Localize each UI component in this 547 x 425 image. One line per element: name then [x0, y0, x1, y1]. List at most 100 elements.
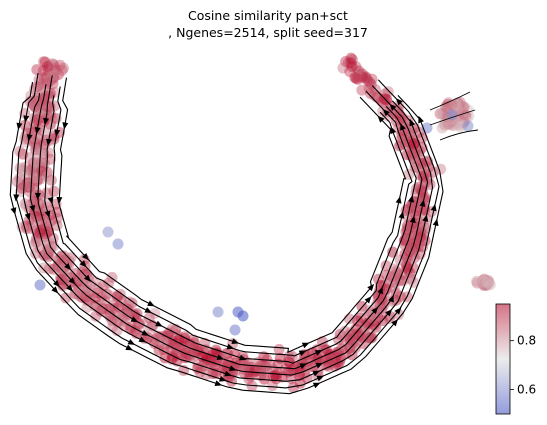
cell-point [353, 65, 365, 77]
cell-point [42, 236, 54, 248]
cell-point [39, 72, 51, 84]
cell-point [420, 168, 432, 180]
cell-point [170, 338, 182, 350]
cell-point [43, 263, 55, 275]
cell-point [246, 380, 258, 392]
cell-point [34, 198, 46, 210]
cell-point [356, 68, 368, 80]
cell-point [239, 360, 251, 372]
streamline [57, 77, 407, 354]
stream-arrow [24, 213, 31, 221]
cell-point [192, 346, 204, 358]
stream-arrow [23, 115, 30, 123]
stream-arrow [216, 354, 225, 361]
cell-point [360, 72, 372, 84]
cell-point [34, 279, 46, 291]
cell-point [255, 365, 267, 377]
cell-point [346, 61, 358, 73]
cell-point [113, 301, 124, 313]
cell-point [34, 104, 46, 115]
cell-point [72, 273, 84, 285]
cell-point [462, 120, 474, 132]
cell-point [344, 66, 356, 77]
cell-point [80, 290, 92, 302]
stream-arrow [226, 343, 235, 350]
cell-point [27, 174, 39, 186]
cell-point [355, 68, 367, 80]
cell-point [359, 320, 371, 332]
cell-point [360, 71, 372, 82]
cell-point [126, 297, 138, 309]
stream-arrow [385, 309, 393, 317]
cell-point [95, 301, 107, 313]
cell-point [51, 261, 63, 272]
cell-point [129, 325, 141, 337]
cell-point [46, 240, 58, 252]
cell-point [273, 343, 285, 355]
cell-point [378, 299, 390, 311]
cell-point [44, 87, 56, 99]
cell-point [267, 380, 278, 392]
cell-point [48, 133, 60, 145]
velocity-streamlines [9, 72, 479, 395]
cell-point [401, 220, 413, 232]
cell-point [82, 288, 94, 300]
cell-point [196, 351, 208, 362]
cell-point [201, 352, 213, 364]
cell-point [20, 179, 32, 191]
cell-point [357, 70, 369, 82]
cell-point [477, 276, 489, 288]
cell-point [364, 77, 376, 88]
cell-point [356, 325, 368, 336]
stream-arrow [47, 196, 54, 205]
cell-point [411, 162, 423, 173]
cell-point [58, 254, 70, 266]
stream-arrow [224, 370, 232, 377]
cell-point [345, 57, 357, 69]
cell-point [396, 132, 408, 144]
colorbar-tick-label: 0.6 [517, 383, 536, 397]
cell-point [111, 292, 123, 303]
cell-point [27, 180, 39, 192]
stream-arrow [377, 115, 385, 123]
stream-arrow [66, 284, 74, 292]
cell-point [161, 334, 173, 346]
cell-point [394, 113, 406, 125]
cell-point [354, 70, 366, 82]
stream-arrow [68, 277, 76, 285]
cell-point [29, 144, 41, 156]
cell-point [212, 306, 224, 318]
cell-point [56, 64, 68, 76]
cell-point [112, 238, 124, 250]
colorbar-tick-label: 0.8 [517, 334, 536, 348]
cell-point [33, 109, 45, 121]
cell-point [388, 263, 400, 275]
stream-arrow [141, 329, 149, 336]
streamline [22, 93, 434, 382]
cell-point [34, 173, 46, 185]
cell-point [22, 179, 34, 191]
cell-point [408, 233, 420, 245]
cell-point [413, 181, 425, 193]
cell-point [101, 288, 113, 300]
cell-point [95, 305, 107, 317]
cell-point [382, 86, 394, 98]
cell-point [196, 361, 208, 373]
cell-point [205, 357, 217, 369]
cell-point [17, 164, 29, 176]
stream-arrow [419, 199, 426, 207]
cell-point [387, 104, 399, 116]
stream-arrow [214, 380, 223, 387]
cell-point [350, 61, 362, 73]
cell-point [92, 282, 104, 294]
cell-point [25, 164, 37, 176]
stream-arrow [155, 320, 163, 327]
cell-point [191, 343, 203, 355]
cell-point [38, 72, 49, 84]
cell-point [75, 273, 86, 285]
stream-arrow [394, 307, 402, 315]
stream-arrow [127, 338, 136, 345]
cell-point [38, 262, 50, 274]
stream-arrow [432, 218, 439, 227]
cell-point [393, 100, 404, 112]
